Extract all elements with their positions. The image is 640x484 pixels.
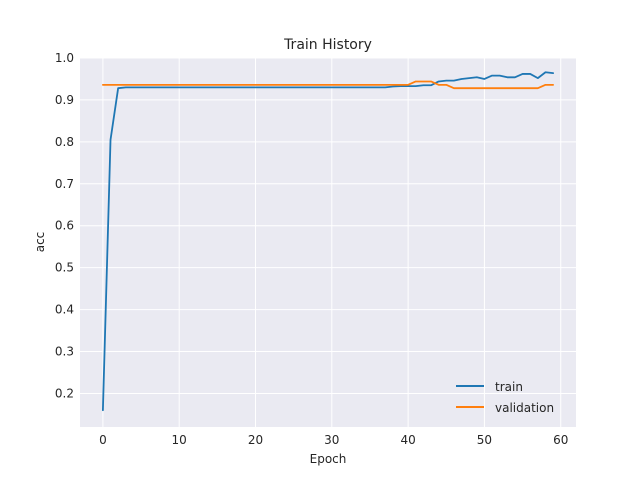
- y-tick-label: 0.9: [55, 93, 74, 107]
- y-tick-label: 1.0: [55, 51, 74, 65]
- x-tick-label: 20: [248, 433, 263, 447]
- x-tick-label: 10: [172, 433, 187, 447]
- x-tick-label: 60: [553, 433, 568, 447]
- legend-train-label: train: [495, 380, 523, 394]
- y-tick-label: 0.3: [55, 345, 74, 359]
- plot-background: [80, 58, 576, 427]
- x-tick-label: 50: [477, 433, 492, 447]
- legend-validation-label: validation: [495, 401, 554, 415]
- legend: train validation: [456, 380, 554, 415]
- series-line-validation: [101, 80, 555, 90]
- series-layer: [101, 71, 555, 412]
- y-tick-label: 0.4: [55, 303, 74, 317]
- x-tick-label: 30: [324, 433, 339, 447]
- y-tick-label: 0.8: [55, 135, 74, 149]
- grid-layer: [80, 57, 576, 427]
- x-tick-label: 0: [99, 433, 107, 447]
- tick-layer: 0 10 20 30 40 50 60 0.2 0.3 0.4 0.5 0.6 0.7 0.8 0.9 1.0: [55, 51, 568, 447]
- y-tick-label: 0.2: [55, 386, 74, 400]
- x-axis-label: Epoch: [310, 452, 347, 466]
- chart-title: Train History: [283, 37, 372, 53]
- y-tick-label: 0.7: [55, 177, 74, 191]
- x-tick-label: 40: [400, 433, 415, 447]
- y-tick-label: 0.6: [55, 219, 74, 233]
- y-axis-label: acc: [33, 232, 47, 253]
- series-line-train: [101, 71, 555, 412]
- y-tick-label: 0.5: [55, 261, 74, 275]
